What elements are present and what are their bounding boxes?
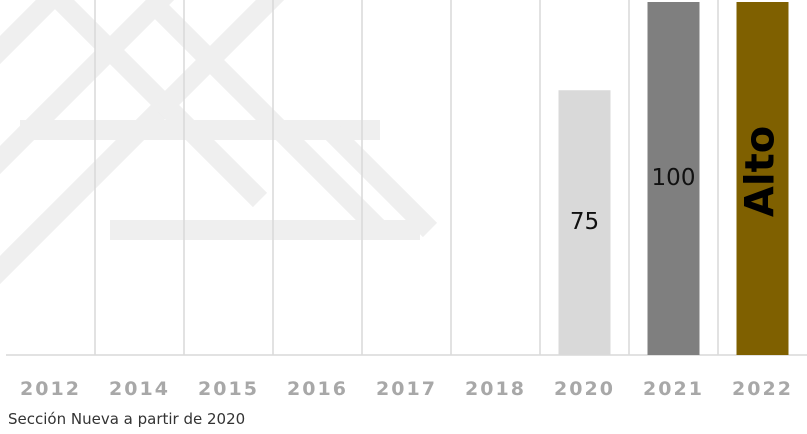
x-tick-label-2017: 2017 [376, 378, 437, 400]
bar-2021 [647, 2, 700, 355]
bar-value-label-2021: 100 [652, 165, 696, 191]
bar-2022 [736, 2, 789, 355]
x-tick-label-2018: 2018 [465, 378, 526, 400]
watermark-graphic [0, 0, 438, 285]
x-tick-label-2012: 2012 [20, 378, 81, 400]
x-axis-tick-labels: 2012 2014 2015 2016 2017 2018 2020 2021 2022 [20, 378, 793, 400]
bar-value-label-2020: 75 [570, 209, 599, 235]
x-tick-label-2014: 2014 [109, 378, 170, 400]
bar-value-labels: 75 100 Alto [570, 126, 784, 235]
x-tick-label-2022: 2022 [732, 378, 793, 400]
bar-value-label-2022: Alto [738, 126, 784, 217]
bar-2020 [558, 90, 611, 355]
x-tick-label-2021: 2021 [643, 378, 704, 400]
x-tick-label-2016: 2016 [287, 378, 348, 400]
bars [558, 2, 789, 355]
x-tick-label-2015: 2015 [198, 378, 259, 400]
footnote: Sección Nueva a partir de 2020 [8, 410, 246, 428]
x-tick-label-2020: 2020 [554, 378, 615, 400]
